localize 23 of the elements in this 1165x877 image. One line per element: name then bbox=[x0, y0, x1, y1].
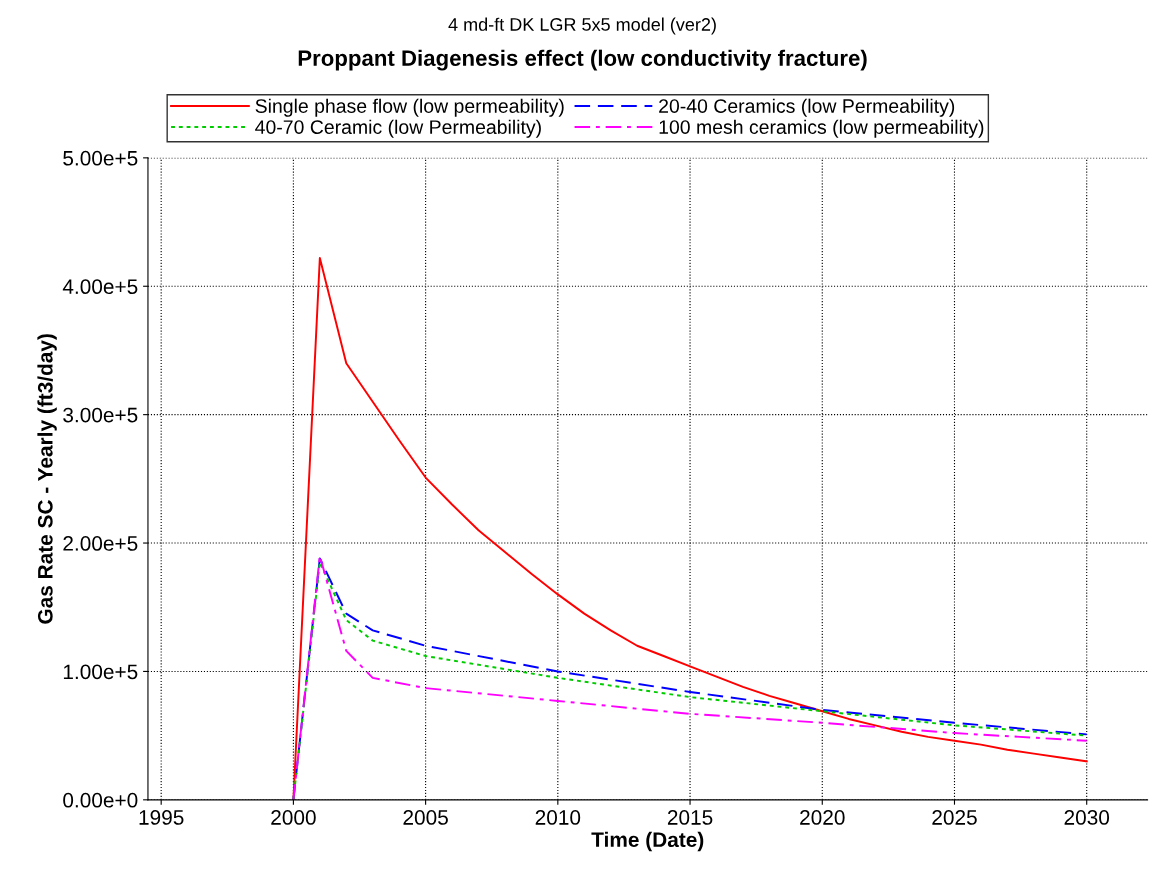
y-tick-label: 3.00e+5 bbox=[63, 407, 138, 423]
x-tick-label: 2010 bbox=[535, 810, 581, 825]
x-tick-label: 2025 bbox=[932, 810, 977, 825]
legend-label: Single phase flow (low permeability) bbox=[255, 98, 564, 117]
x-tick-label: 2000 bbox=[271, 810, 316, 825]
y-tick-label: 2.00e+5 bbox=[63, 536, 138, 551]
x-tick-label: 1995 bbox=[139, 810, 184, 825]
x-tick-label: 2005 bbox=[403, 810, 448, 825]
y-tick-label: 5.00e+5 bbox=[63, 150, 138, 166]
x-tick-label: 2015 bbox=[667, 810, 713, 825]
x-tick-label: 2020 bbox=[800, 810, 845, 825]
chart-subtitle: 4 md-ft DK LGR 5x5 model (ver2) bbox=[448, 17, 716, 35]
y-tick-label: 4.00e+5 bbox=[62, 279, 138, 295]
x-axis-title: Time (Date) bbox=[591, 831, 704, 852]
legend-label: 40-70 Ceramic (low Permeability) bbox=[255, 119, 541, 138]
y-axis-title: Gas Rate SC - Yearly (ft3/day) bbox=[37, 334, 57, 624]
y-tick-label: 0.00e+0 bbox=[63, 792, 138, 808]
chart-title: Proppant Diagenesis effect (low conductivity fracture) bbox=[298, 49, 867, 71]
legend-label: 100 mesh ceramics (low permeability) bbox=[659, 119, 984, 138]
line-series bbox=[292, 257, 1088, 800]
x-tick-label: 2030 bbox=[1064, 810, 1110, 825]
y-tick-label: 1.00e+5 bbox=[63, 664, 138, 680]
legend-label: 20-40 Ceramics (low Permeability) bbox=[659, 98, 955, 117]
